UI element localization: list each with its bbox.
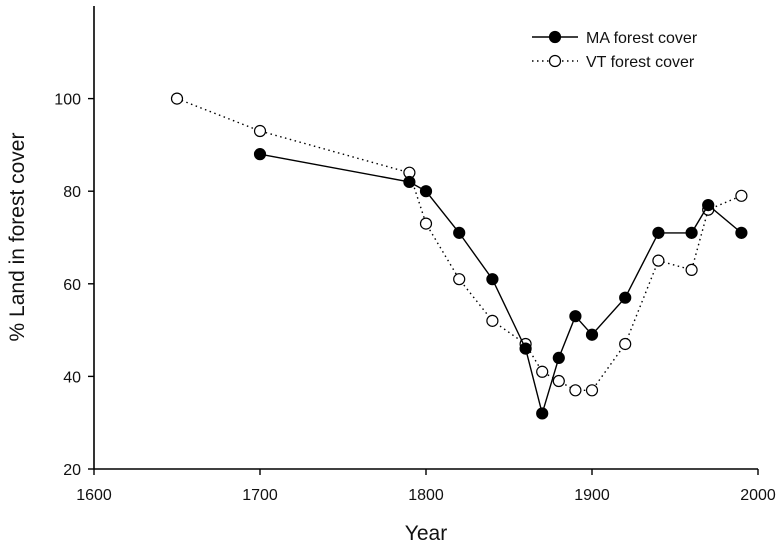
series-ma-point [519, 342, 532, 355]
x-tick-label: 1800 [408, 487, 444, 504]
series-vt-point [536, 365, 549, 378]
series-vt-point [419, 217, 433, 230]
series-ma-point [735, 226, 748, 239]
series-ma [253, 148, 748, 420]
y-axis-title: % Land in forest cover [6, 133, 29, 342]
legend-vt-marker [548, 54, 562, 68]
x-tick-label: 1900 [574, 487, 610, 504]
series-ma-point [486, 273, 499, 286]
series-vt-line [176, 97, 742, 391]
series-vt-point [453, 273, 466, 286]
y-tick-label: 80 [63, 184, 81, 201]
x-tick-label: 1700 [242, 487, 278, 504]
series-vt-point [652, 254, 665, 267]
series-vt-point [253, 124, 267, 138]
series-vt-point [170, 92, 184, 105]
series-ma-point [419, 185, 433, 198]
series-ma-point [453, 226, 466, 239]
series-vt-point [585, 384, 599, 397]
series-ma-point [685, 226, 698, 239]
series-ma-point [619, 291, 632, 304]
series-vt-point [685, 263, 698, 277]
series-ma-point [652, 226, 665, 239]
legend: MA forest cover VT forest cover [532, 30, 698, 71]
series-vt-point [552, 374, 565, 388]
series-ma-point [569, 310, 582, 323]
legend-ma-marker [548, 30, 562, 44]
y-tick-label: 20 [63, 462, 81, 479]
series-layer [170, 92, 748, 420]
y-tick-label: 100 [54, 92, 81, 109]
series-ma-point [585, 328, 599, 341]
legend-item-vt: VT forest cover [532, 54, 695, 71]
series-ma-point [552, 351, 565, 364]
y-ticks: 20 40 60 80 100 [54, 92, 94, 479]
series-vt-point [735, 189, 748, 202]
y-tick-label: 60 [63, 277, 81, 294]
y-tick-label: 40 [63, 369, 81, 386]
x-ticks: 1600 1700 1800 1900 2000 [76, 469, 776, 504]
series-vt-point [619, 337, 632, 351]
x-axis-title: Year [405, 522, 447, 545]
x-tick-label: 1600 [76, 487, 112, 504]
legend-vt-label: VT forest cover [586, 54, 695, 71]
series-ma-point [702, 198, 715, 212]
x-tick-label: 2000 [740, 487, 776, 504]
series-vt [170, 92, 748, 397]
series-ma-line [259, 153, 742, 417]
series-ma-point [253, 148, 267, 161]
series-vt-point [486, 314, 499, 327]
series-ma-point [536, 407, 549, 420]
legend-item-ma: MA forest cover [532, 30, 698, 47]
series-vt-point [569, 384, 582, 397]
series-ma-point [403, 175, 416, 189]
legend-ma-label: MA forest cover [586, 30, 698, 47]
